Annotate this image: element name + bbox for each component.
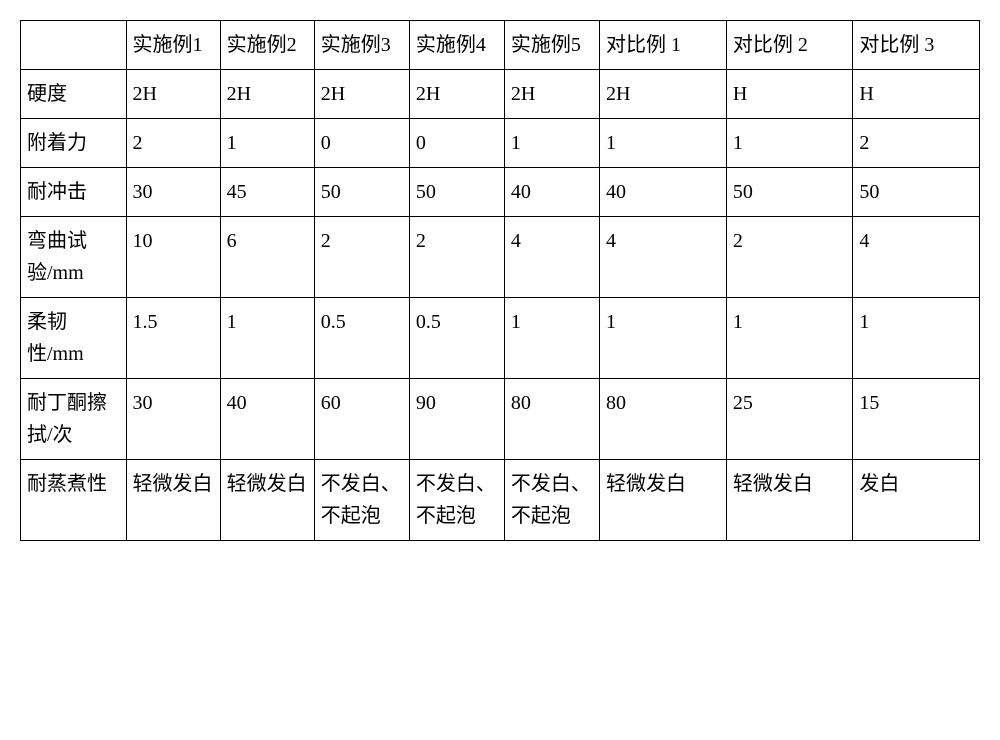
table-cell: 40 (220, 379, 314, 460)
table-row: 耐冲击 30 45 50 50 40 40 50 50 (21, 168, 980, 217)
table-cell: 80 (600, 379, 727, 460)
table-cell: 30 (126, 168, 220, 217)
table-cell: 轻微发白 (126, 460, 220, 541)
table-row: 硬度 2H 2H 2H 2H 2H 2H H H (21, 70, 980, 119)
table-cell: 2 (409, 217, 504, 298)
table-cell: 1 (220, 119, 314, 168)
table-cell: 0.5 (314, 298, 409, 379)
table-cell: 轻微发白 (600, 460, 727, 541)
table-cell: 2H (504, 70, 599, 119)
table-cell: 4 (600, 217, 727, 298)
table-cell: 不发白、不起泡 (409, 460, 504, 541)
table-cell: 30 (126, 379, 220, 460)
table-cell: 2 (314, 217, 409, 298)
table-cell: 60 (314, 379, 409, 460)
table-cell: 不发白、不起泡 (314, 460, 409, 541)
table-cell: 50 (726, 168, 853, 217)
table-cell: 2 (726, 217, 853, 298)
table-cell: 0.5 (409, 298, 504, 379)
table-cell: 2H (126, 70, 220, 119)
table-row: 耐丁酮擦拭/次 30 40 60 90 80 80 25 15 (21, 379, 980, 460)
table-cell: 1.5 (126, 298, 220, 379)
table-cell: 40 (504, 168, 599, 217)
header-col-2: 实施例2 (220, 21, 314, 70)
table-cell: 2 (126, 119, 220, 168)
table-cell: 1 (726, 298, 853, 379)
row-label: 耐蒸煮性 (21, 460, 127, 541)
table-cell: 轻微发白 (726, 460, 853, 541)
header-col-6: 对比例 1 (600, 21, 727, 70)
table-cell: 2H (600, 70, 727, 119)
table-cell: 50 (409, 168, 504, 217)
table-cell: H (726, 70, 853, 119)
table-row: 弯曲试验/mm 10 6 2 2 4 4 2 4 (21, 217, 980, 298)
table-cell: 轻微发白 (220, 460, 314, 541)
table-cell: 50 (853, 168, 980, 217)
header-blank (21, 21, 127, 70)
table-cell: 发白 (853, 460, 980, 541)
table-cell: 40 (600, 168, 727, 217)
table-cell: 50 (314, 168, 409, 217)
table-row: 柔韧性/mm 1.5 1 0.5 0.5 1 1 1 1 (21, 298, 980, 379)
table-cell: 2H (409, 70, 504, 119)
row-label: 耐冲击 (21, 168, 127, 217)
table-cell: 80 (504, 379, 599, 460)
table-cell: 不发白、不起泡 (504, 460, 599, 541)
table-cell: 45 (220, 168, 314, 217)
header-col-8: 对比例 3 (853, 21, 980, 70)
table-cell: 2 (853, 119, 980, 168)
table-cell: 2H (220, 70, 314, 119)
table-cell: 1 (726, 119, 853, 168)
table-cell: 1 (504, 119, 599, 168)
table-cell: 25 (726, 379, 853, 460)
table-cell: 1 (600, 298, 727, 379)
header-col-4: 实施例4 (409, 21, 504, 70)
table-cell: 2H (314, 70, 409, 119)
table-row: 附着力 2 1 0 0 1 1 1 2 (21, 119, 980, 168)
table-cell: 0 (314, 119, 409, 168)
row-label: 弯曲试验/mm (21, 217, 127, 298)
table-cell: H (853, 70, 980, 119)
table-cell: 4 (504, 217, 599, 298)
table-row: 耐蒸煮性 轻微发白 轻微发白 不发白、不起泡 不发白、不起泡 不发白、不起泡 轻… (21, 460, 980, 541)
header-row: 实施例1 实施例2 实施例3 实施例4 实施例5 对比例 1 对比例 2 对比例… (21, 21, 980, 70)
table-cell: 1 (220, 298, 314, 379)
table-cell: 1 (504, 298, 599, 379)
table-cell: 6 (220, 217, 314, 298)
header-col-1: 实施例1 (126, 21, 220, 70)
row-label: 耐丁酮擦拭/次 (21, 379, 127, 460)
data-table: 实施例1 实施例2 实施例3 实施例4 实施例5 对比例 1 对比例 2 对比例… (20, 20, 980, 541)
row-label: 硬度 (21, 70, 127, 119)
table-cell: 4 (853, 217, 980, 298)
table-cell: 15 (853, 379, 980, 460)
table-cell: 0 (409, 119, 504, 168)
table-cell: 1 (600, 119, 727, 168)
header-col-3: 实施例3 (314, 21, 409, 70)
header-col-7: 对比例 2 (726, 21, 853, 70)
table-cell: 1 (853, 298, 980, 379)
header-col-5: 实施例5 (504, 21, 599, 70)
table-cell: 90 (409, 379, 504, 460)
row-label: 附着力 (21, 119, 127, 168)
table-cell: 10 (126, 217, 220, 298)
row-label: 柔韧性/mm (21, 298, 127, 379)
